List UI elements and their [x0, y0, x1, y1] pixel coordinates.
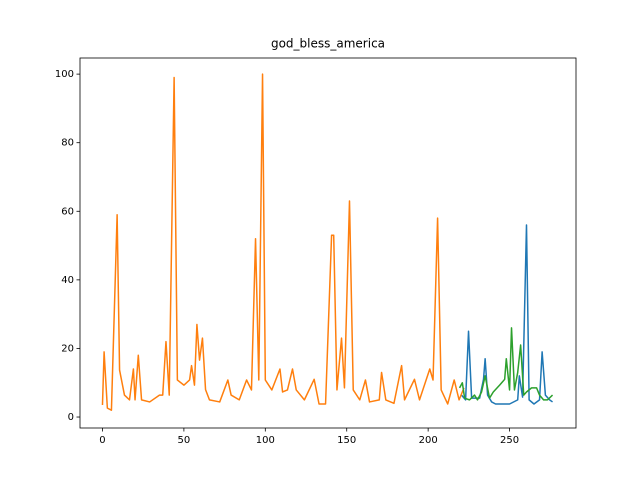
x-tick-label: 50 — [178, 435, 191, 446]
y-tick-label: 60 — [61, 206, 74, 217]
y-tick-label: 100 — [55, 69, 74, 80]
y-tick-label: 80 — [61, 138, 74, 149]
line — [458, 327, 554, 401]
x-tick-label: 150 — [337, 435, 356, 446]
x-tick-label: 200 — [419, 435, 438, 446]
y-tick-label: 40 — [61, 275, 74, 286]
x-tick-label: 0 — [99, 435, 105, 446]
plot-frame — [79, 57, 577, 429]
chart-title: god_bless_america — [271, 37, 385, 51]
y-tick-label: 20 — [61, 343, 74, 354]
x-tick-label: 250 — [500, 435, 519, 446]
line — [101, 73, 465, 411]
y-tick-label: 0 — [68, 412, 74, 423]
line — [460, 224, 553, 405]
x-tick-label: 100 — [256, 435, 275, 446]
